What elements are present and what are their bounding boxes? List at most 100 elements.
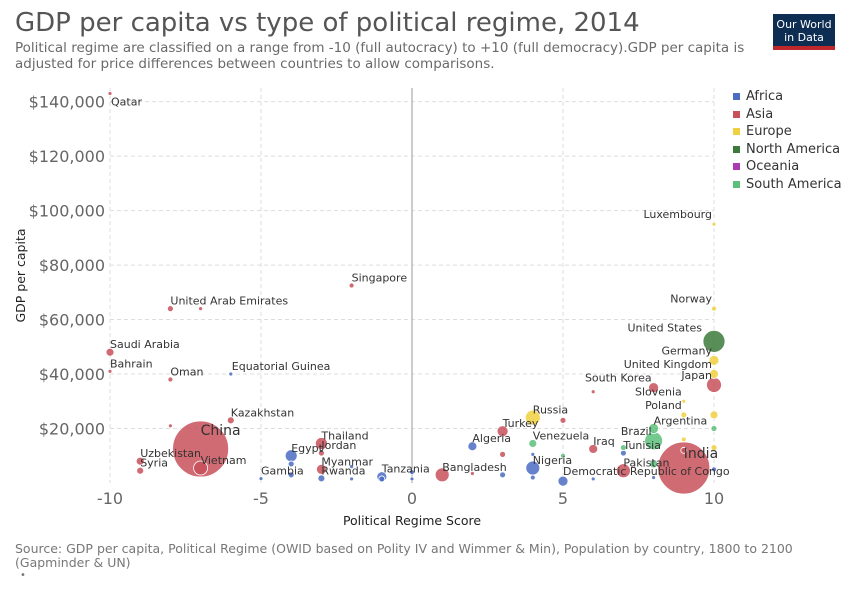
data-point[interactable] [649,459,658,469]
data-point[interactable] [228,371,234,377]
data-point[interactable] [590,389,596,395]
data-point[interactable] [226,416,235,425]
x-tick-label: -5 [253,489,269,508]
source-note: Source: GDP per capita, Political Regime… [15,541,793,570]
point-label: Japan [680,369,712,382]
data-point[interactable] [680,436,687,443]
legend-item[interactable]: South America [733,176,842,194]
data-point[interactable] [105,347,115,357]
data-point[interactable] [588,444,599,454]
point-label: Oman [170,365,203,378]
y-tick-label: $120,000 [29,147,105,166]
data-point[interactable] [524,409,541,426]
data-point[interactable] [193,460,209,476]
data-point[interactable] [314,437,328,450]
data-point[interactable] [620,444,627,451]
y-tick-label: $100,000 [29,202,105,221]
data-point[interactable] [469,471,475,476]
point-label: Qatar [111,95,142,108]
data-point[interactable] [528,439,538,448]
data-point[interactable] [167,423,173,429]
legend-item[interactable]: Europe [733,123,842,141]
data-point[interactable] [648,382,659,394]
data-point[interactable] [496,425,509,438]
data-point[interactable] [467,441,478,452]
data-point[interactable] [349,464,355,470]
x-tick-label: 5 [558,489,568,508]
data-point[interactable] [529,474,536,481]
data-point[interactable] [709,369,719,379]
data-point[interactable] [315,463,327,475]
data-point[interactable] [348,282,355,289]
data-point[interactable] [135,456,145,466]
data-point[interactable] [648,423,659,434]
data-point[interactable] [167,376,174,383]
data-point[interactable] [317,449,325,457]
data-point[interactable] [559,416,567,424]
data-point[interactable] [710,444,718,451]
data-point[interactable] [434,467,450,483]
data-point[interactable] [287,471,295,479]
data-point[interactable] [317,474,326,483]
data-point[interactable] [499,450,507,458]
legend-item[interactable]: North America [733,141,842,159]
data-point[interactable] [702,329,726,353]
legend-swatch [733,128,740,136]
legend-label: Oceania [746,159,800,175]
legend-label: South America [746,176,842,192]
data-point[interactable] [409,476,415,482]
data-point[interactable] [198,306,204,312]
chart-title: GDP per capita vs type of political regi… [15,8,640,38]
data-point[interactable] [651,475,656,480]
legend-item[interactable]: Oceania [733,158,842,176]
legend-swatch [733,110,740,118]
legend-swatch [733,93,740,101]
point-label: Singapore [352,272,408,285]
chart-subtitle: Political regime are classified on a ran… [15,40,745,72]
data-point[interactable] [557,475,569,487]
legend-label: Asia [746,106,774,122]
data-point[interactable] [258,476,264,482]
data-point[interactable] [107,368,113,374]
y-axis-title: GDP per capita [13,228,28,322]
logo-line-2: in Data [784,31,824,44]
y-tick-label: $140,000 [29,93,105,112]
point-label: Germany [661,344,712,357]
data-point[interactable] [711,305,717,312]
data-point[interactable] [166,305,174,313]
data-point[interactable] [136,466,145,475]
data-point[interactable] [349,476,355,482]
data-point[interactable] [499,471,507,479]
data-point[interactable] [378,475,386,483]
point-label: Tunisia [622,439,661,452]
legend-item[interactable]: Africa [733,88,842,106]
data-point[interactable] [560,452,566,459]
data-point[interactable] [709,410,719,420]
data-point[interactable] [680,411,688,419]
data-point[interactable] [590,476,596,482]
data-point[interactable] [107,91,113,96]
legend-item[interactable]: Asia [733,106,842,124]
point-label: United Kingdom [624,358,712,371]
point-label: United States [628,321,703,334]
point-label: Jordan [320,439,356,452]
data-point[interactable] [530,451,536,457]
data-point[interactable] [708,355,720,366]
data-point[interactable] [710,425,718,432]
data-point[interactable] [711,466,717,473]
y-tick-label: $80,000 [39,256,105,275]
data-point[interactable] [680,446,688,454]
point-label: Russia [533,404,568,417]
point-label: Saudi Arabia [110,338,180,351]
data-point[interactable] [711,221,717,227]
data-point[interactable] [287,460,295,468]
owid-logo[interactable]: Our World in Data [773,14,835,50]
point-label: Norway [670,293,712,306]
point-label: Uzbekistan [140,447,201,460]
point-label: South Korea [585,372,652,385]
data-point[interactable] [681,398,687,404]
data-point[interactable] [616,463,631,479]
data-point[interactable] [172,420,230,478]
data-point[interactable] [409,469,415,476]
